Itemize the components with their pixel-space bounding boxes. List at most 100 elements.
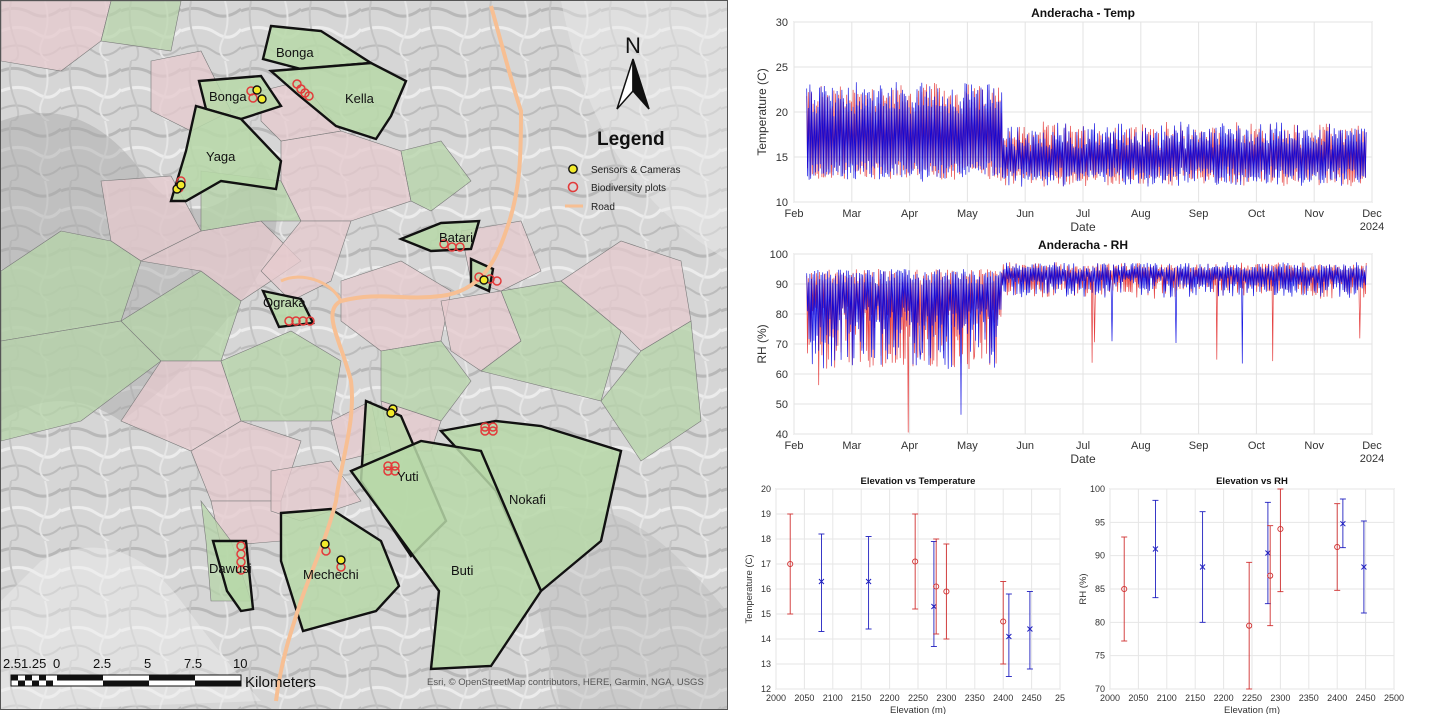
label-buti: Buti [451,563,474,578]
map-attribution: Esri, © OpenStreetMap contributors, HERE… [427,677,704,688]
y-tick-label: 10 [776,197,788,209]
biodiversity-plot-marker [455,242,465,252]
x-year-label: 2024 [1360,221,1384,233]
region-labels: Bonga Bonga Kella Yaga Batari Ograka Yut… [206,45,546,582]
y-tick-label: 15 [761,609,771,619]
x-tick-label: 2150 [1185,693,1205,703]
x-tick-label: 2200 [880,693,900,703]
x-tick-label: Sep [1189,208,1209,220]
data-point [1267,572,1274,579]
data-point [1361,564,1367,570]
x-tick-label: 25 [1055,693,1065,703]
scale-bar: 2.5 1.25 0 2.5 5 7.5 10 Kilometers [3,656,316,691]
x-tick-label: Jun [1016,440,1034,452]
scale-tick-5: 7.5 [184,656,202,671]
x-tick-label: 2350 [965,693,985,703]
y-tick-label: 100 [1090,484,1105,494]
y-tick-label: 15 [776,152,788,164]
sensor-marker [176,180,186,190]
scale-tick-2: 0 [53,656,60,671]
site-bonga [197,74,283,121]
y-tick-label: 70 [1095,684,1105,694]
x-tick-label: 2200 [1214,693,1234,703]
y-axis-label: Temperature (C) [755,68,769,155]
y-tick-label: 90 [1095,551,1105,561]
x-tick-label: Feb [785,440,804,452]
x-tick-label: 2350 [1299,693,1319,703]
biodiversity-plot-marker [390,461,400,471]
map-canvas: Bonga Bonga Kella Yaga Batari Ograka Yut… [1,1,727,709]
data-point [865,578,872,585]
study-area-map[interactable]: Bonga Bonga Kella Yaga Batari Ograka Yut… [0,0,728,710]
label-bonga-north: Bonga [276,45,314,60]
label-mechechi: Mechechi [303,567,359,582]
x-tick-label: Jul [1076,208,1090,220]
y-tick-label: 75 [1095,651,1105,661]
data-point [1027,626,1033,632]
x-tick-label: Mar [842,208,861,220]
x-tick-label: Sep [1189,440,1209,452]
legend-item-plots: Biodiversity plots [591,183,666,194]
biodiversity-plot-marker [284,316,294,326]
chart-title: Anderacha - Temp [1031,6,1135,20]
site-yaga [169,104,283,203]
legend-title: Legend [597,129,665,150]
x-tick-label: 2150 [851,693,871,703]
y-tick-label: 85 [1095,584,1105,594]
data-point [943,588,950,595]
x-axis-label: Elevation (m) [890,705,946,714]
elevation-rh-chart: 70 75 80 85 90 95 100 2000 2050 2100 2150 2200 2250 2… [1078,476,1404,714]
legend-item-sensors: Sensors & Cameras [591,165,680,176]
x-tick-label: Nov [1304,208,1324,220]
x-tick-label: 2250 [1242,693,1262,703]
site-kella [268,61,408,141]
y-tick-label: 30 [776,17,788,29]
sensor-marker [336,555,346,565]
sensor-marker [252,85,262,95]
x-axis-label: Date [1070,220,1096,234]
y-tick-label: 17 [761,559,771,569]
y-tick-label: 100 [770,249,788,261]
y-tick-label: 12 [761,684,771,694]
biodiversity-plot-marker [439,239,449,249]
data-point [931,603,937,610]
sensor-legend-icon [568,164,578,174]
x-tick-label: 2400 [993,693,1013,703]
biodiversity-plot-marker [291,316,301,326]
y-tick-label: 80 [1095,617,1105,627]
y-tick-label: 19 [761,509,771,519]
road-line [274,5,524,702]
sensor-marker [320,539,330,549]
site-mechechi [279,507,401,633]
y-tick-label: 90 [776,279,788,291]
y-tick-label: 60 [776,369,788,381]
y-tick-label: 40 [776,429,788,441]
y-tick-label: 16 [761,584,771,594]
biodiversity-plot-marker [488,426,498,436]
legend-item-road: Road [591,202,615,213]
data-point [1277,525,1284,533]
x-tick-label: May [957,208,978,220]
y-tick-label: 20 [776,107,788,119]
x-tick-label: 2500 [1384,693,1404,703]
data-point [1334,543,1341,551]
temp-timeseries-chart: 10 15 20 25 30 Feb Mar Apr May Jun Jul Aug Sep Oct Nov… [755,6,1384,234]
y-tick-label: 95 [1095,517,1105,527]
biodiversity-plot-marker [383,466,393,476]
study-site-boundaries [169,24,623,671]
x-tick-label: Aug [1131,208,1151,220]
y-tick-label: 70 [776,339,788,351]
x-axis-label: Date [1070,452,1096,466]
y-tick-label: 80 [776,309,788,321]
y-tick-label: 50 [776,399,788,411]
y-axis-label: RH (%) [755,324,769,363]
x-tick-label: Dec [1362,208,1382,220]
x-tick-label: Nov [1304,440,1324,452]
x-tick-label: 2000 [1100,693,1120,703]
x-tick-label: Oct [1248,208,1265,220]
biodiversity-plot-marker [383,461,393,471]
biodiversity-plot-marker [492,276,502,286]
x-tick-label: 2050 [794,693,814,703]
data-point [912,558,919,565]
data-point [933,583,940,590]
